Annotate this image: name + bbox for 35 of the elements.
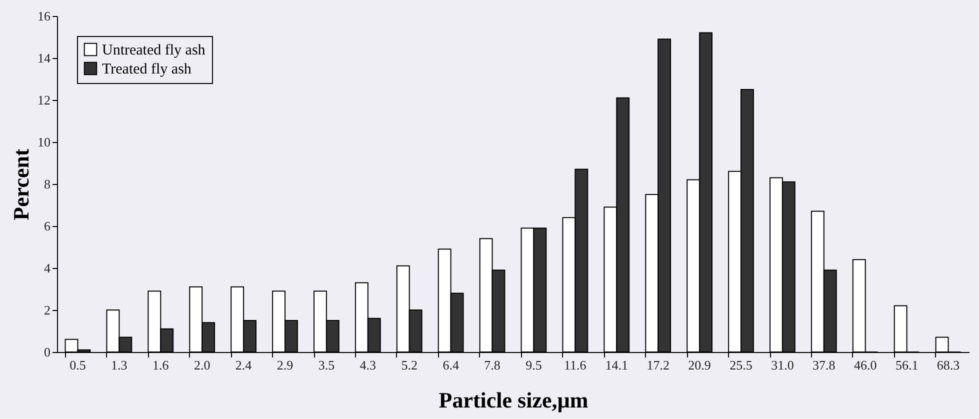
x-axis-title: Particle size,µm: [438, 388, 588, 412]
y-axis-title: Percent: [8, 148, 34, 220]
y-tick-label: 8: [44, 176, 50, 192]
x-tick-label: 0.5: [70, 358, 86, 372]
x-tick-label: 5.2: [401, 358, 418, 372]
x-tick-label: 2.4: [235, 358, 252, 372]
x-tick-label: 9.5: [526, 358, 542, 372]
legend-label: Untreated fly ash: [102, 42, 206, 58]
x-tick-label: 56.1: [895, 358, 918, 372]
x-tick-label: 20.9: [688, 358, 711, 372]
x-tick-label: 31.0: [771, 358, 794, 372]
legend-label: Treated fly ash: [102, 62, 192, 78]
y-tick-label: 2: [44, 302, 50, 318]
x-tick-label: 14.1: [605, 358, 628, 372]
x-tick-label: 68.3: [936, 358, 960, 372]
x-tick-label: 1.3: [111, 358, 128, 372]
x-tick-label: 17.2: [646, 358, 670, 372]
x-tick-label: 11.6: [564, 358, 587, 372]
y-tick-label: 16: [38, 8, 51, 24]
x-tick-label: 1.6: [152, 358, 170, 372]
y-tick-label: 0: [44, 344, 50, 360]
x-tick-label: 46.0: [854, 358, 877, 372]
x-tick-label: 2.0: [194, 358, 210, 372]
y-tick-label: 12: [38, 92, 50, 108]
x-tick-label: 3.5: [318, 358, 335, 372]
y-tick-label: 4: [44, 260, 51, 276]
x-tick-label: 4.3: [360, 358, 376, 372]
y-tick-label: 14: [38, 50, 51, 66]
x-tick-label: 7.8: [484, 358, 500, 372]
x-tick-label: 2.9: [276, 358, 294, 372]
x-tick-label: 37.8: [812, 358, 836, 372]
y-tick-label: 6: [44, 218, 51, 234]
y-tick-label: 10: [38, 134, 50, 150]
x-tick-label: 25.5: [730, 358, 752, 372]
x-tick-label: 6.4: [442, 358, 460, 372]
